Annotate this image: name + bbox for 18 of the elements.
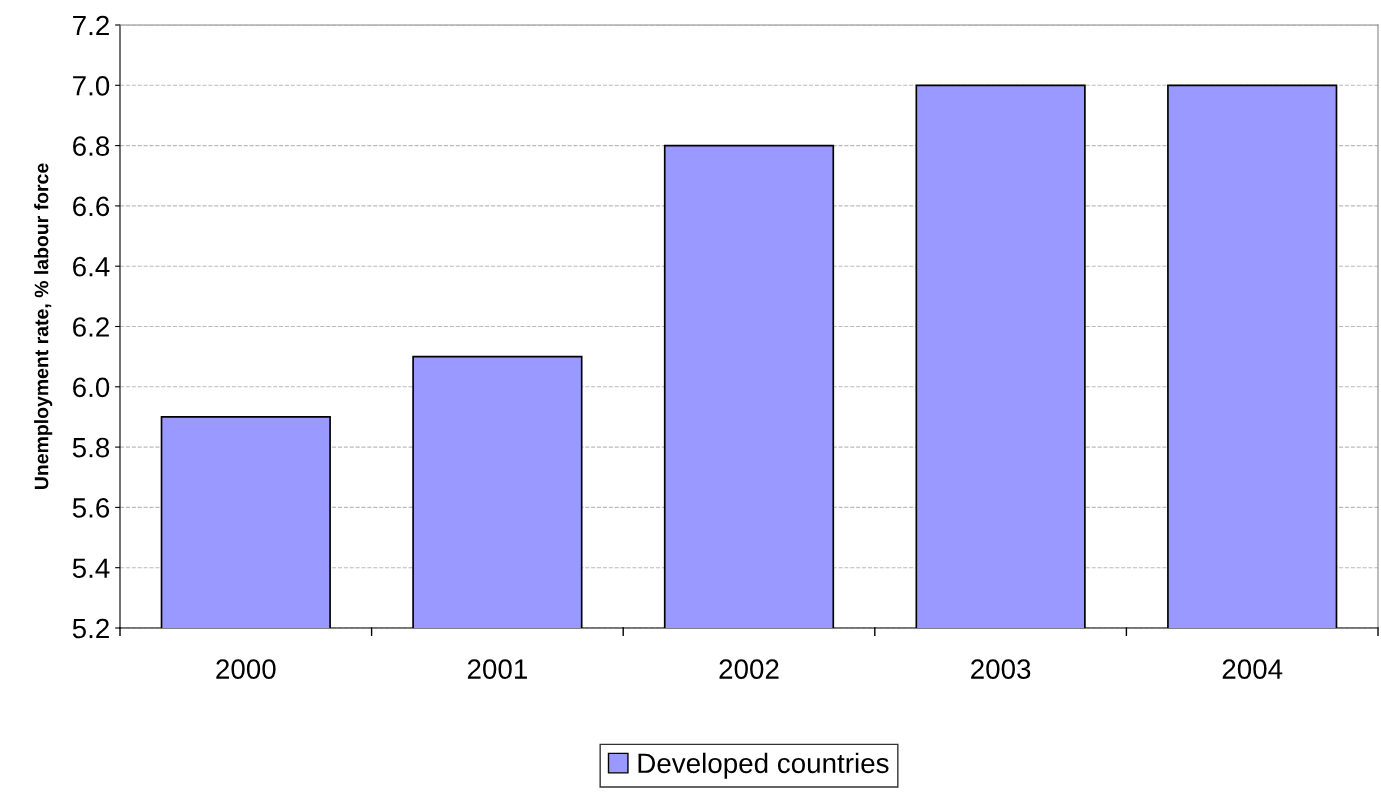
y-tick-label: 5.8 bbox=[72, 437, 110, 458]
y-tick-label: 6.2 bbox=[73, 317, 109, 337]
y-tick-label: 6.0 bbox=[73, 377, 110, 398]
x-tick-label: 2001 bbox=[467, 659, 527, 679]
x-tick-label: 2000 bbox=[216, 659, 276, 679]
y-tick-label: 5.2 bbox=[72, 618, 109, 639]
y-tick-label: 5.6 bbox=[72, 498, 110, 518]
y-tick-label: 5.4 bbox=[72, 558, 110, 579]
y-tick-label: 6.8 bbox=[73, 136, 110, 156]
y-tick-label: 7.0 bbox=[73, 75, 110, 96]
legend-label: Developed countries bbox=[638, 752, 889, 779]
y-tick-label: 6.4 bbox=[73, 256, 110, 277]
x-tick-label: 2002 bbox=[719, 659, 779, 679]
x-tick-label: 2003 bbox=[971, 659, 1031, 679]
y-axis-title: Unemployment rate, % labour force bbox=[34, 163, 53, 490]
x-tick-label: 2004 bbox=[1222, 659, 1283, 679]
y-tick-label: 7.2 bbox=[73, 15, 109, 36]
y-tick-label: 6.6 bbox=[73, 196, 110, 217]
